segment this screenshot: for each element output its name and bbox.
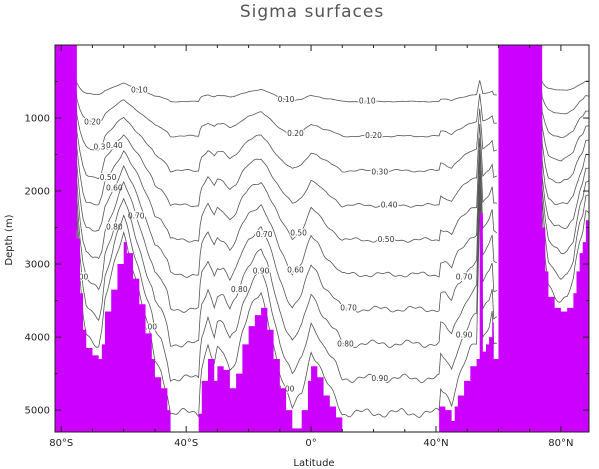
contour-line-0.80 [74, 121, 590, 349]
contour-label: 0.70 [128, 211, 145, 220]
contour-label: 0.20 [84, 117, 101, 126]
contour-label: 1.00 [140, 322, 157, 331]
contour-label: 0.70 [456, 272, 473, 281]
contour-label: 0.20 [365, 131, 382, 140]
contour-label: 1.00 [278, 384, 295, 393]
contour-line-0.90 [74, 124, 589, 384]
plot-area: 0.100.10 0.100.200.20 0.200.300.300.400.40… [55, 45, 590, 432]
x-tick-label: 80°S [49, 438, 73, 449]
contour-label: 0.50 [378, 235, 395, 244]
contour-line-0.40 [74, 92, 590, 208]
x-tick-label: 40°S [174, 438, 198, 449]
y-tick-label: 2000 [25, 187, 50, 198]
contour-label: 0.60 [287, 265, 304, 274]
x-tick-label: 80°N [548, 438, 573, 449]
contour-label: 0.40 [381, 200, 398, 209]
contour-label: 0.50 [290, 229, 307, 238]
contour-label: 0.70 [256, 230, 273, 239]
contour-label: 0.90 [253, 267, 270, 276]
contour-label: 0.30 [93, 142, 110, 151]
contour-label: 0.60 [106, 184, 123, 193]
contour-label: 0.30 [371, 168, 388, 177]
contour-line-0.60 [74, 107, 590, 278]
land-mask [55, 45, 589, 432]
contour-label: 0.50 [100, 173, 117, 182]
x-tick-label: 40°N [423, 438, 448, 449]
contour-line-0.10 [74, 73, 590, 103]
y-tick-label: 4000 [25, 333, 50, 344]
contour-label: 0.10 [359, 97, 376, 106]
contour-label: 0.90 [456, 331, 473, 340]
contour-line-0.20 [74, 79, 590, 138]
y-tick-label: 3000 [25, 260, 50, 271]
contour-label: 0.80 [231, 285, 248, 294]
contour-label: 0.80 [337, 339, 354, 348]
plot-frame [54, 44, 590, 433]
contour-label: 0.40 [106, 141, 123, 150]
axes: 80°S 40°S 0° 40°N 80°N 1000 2000 3000 4000 5000 [25, 45, 589, 449]
x-axis-label: Latitude [293, 458, 334, 469]
chart-title: Sigma surfaces [240, 2, 384, 22]
contour-label: 0.70 [340, 304, 357, 313]
contour-line-0.30 [74, 86, 590, 173]
contour-label: 0.20 [287, 129, 304, 138]
y-axis-label: Depth (m) [4, 214, 15, 265]
contour-line-0.50 [74, 98, 590, 243]
contour-line-0.70 [74, 115, 590, 313]
y-tick-label: 1000 [25, 114, 50, 125]
contour-line-1.00 [74, 127, 590, 418]
x-tick-label: 0° [305, 438, 316, 449]
y-tick-label: 5000 [25, 406, 50, 417]
contour-label: 0.80 [106, 223, 123, 232]
contour-label: 0.10 [278, 95, 295, 104]
contour-label: 0.10 [131, 85, 148, 94]
contour-label: 0.90 [371, 374, 388, 383]
contour-label: 1.00 [72, 273, 89, 282]
